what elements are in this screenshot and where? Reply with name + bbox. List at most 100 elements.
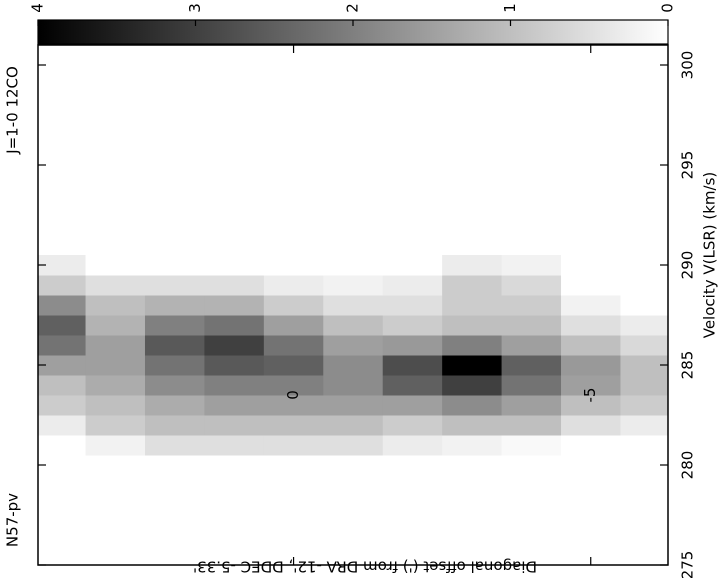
heatmap-cell bbox=[501, 315, 562, 336]
heatmap-cell bbox=[561, 275, 621, 296]
colorbar-tick-label: 4 bbox=[29, 3, 47, 13]
heatmap-cell bbox=[204, 355, 265, 376]
heatmap-cell bbox=[38, 255, 87, 276]
heatmap-cell bbox=[323, 395, 384, 416]
heatmap-cell bbox=[501, 375, 562, 396]
heatmap bbox=[38, 255, 668, 456]
heatmap-cell bbox=[382, 315, 443, 336]
heatmap-cell bbox=[263, 335, 324, 356]
heatmap-cell bbox=[204, 315, 265, 336]
y-tick-label: 285 bbox=[679, 351, 697, 380]
heatmap-cell bbox=[501, 395, 562, 416]
heatmap-cell bbox=[263, 255, 324, 276]
heatmap-cell bbox=[85, 275, 146, 296]
heatmap-cell bbox=[144, 375, 205, 396]
heatmap-cell bbox=[501, 335, 562, 356]
heatmap-cell bbox=[561, 395, 621, 416]
heatmap-cell bbox=[382, 395, 443, 416]
heatmap-cell bbox=[263, 375, 324, 396]
y-tick-label: 300 bbox=[679, 51, 697, 80]
heatmap-cell bbox=[144, 335, 205, 356]
heatmap-cell bbox=[204, 295, 265, 316]
heatmap-cell bbox=[263, 295, 324, 316]
plot-frame bbox=[37, 44, 669, 566]
heatmap-cell bbox=[382, 255, 443, 276]
heatmap-cell bbox=[442, 395, 503, 416]
colorbar-tick-label: 1 bbox=[501, 3, 519, 13]
heatmap-cell bbox=[263, 435, 324, 456]
heatmap-cell bbox=[620, 395, 668, 416]
y-tick-label: 275 bbox=[679, 551, 697, 578]
y-tick-label: 290 bbox=[679, 251, 697, 280]
heatmap-cell bbox=[561, 355, 621, 376]
heatmap-cell bbox=[561, 295, 621, 316]
heatmap-cell bbox=[620, 375, 668, 396]
y-tick-label: 280 bbox=[679, 451, 697, 480]
heatmap-cell bbox=[204, 275, 265, 296]
heatmap-cell bbox=[144, 275, 205, 296]
x-tick-label: 0 bbox=[284, 390, 302, 400]
colorbar-tick-label: 2 bbox=[344, 3, 362, 13]
heatmap-cell bbox=[501, 275, 562, 296]
heatmap-cell bbox=[144, 295, 205, 316]
heatmap-cell bbox=[442, 355, 503, 376]
heatmap-cell bbox=[263, 395, 324, 416]
colorbar-tick-label: 3 bbox=[186, 3, 204, 13]
heatmap-cell bbox=[263, 315, 324, 336]
heatmap-cell bbox=[620, 295, 668, 316]
heatmap-cell bbox=[85, 415, 146, 436]
heatmap-cell bbox=[38, 355, 87, 376]
heatmap-cell bbox=[323, 375, 384, 396]
heatmap-cell bbox=[442, 275, 503, 296]
heatmap-cell bbox=[323, 255, 384, 276]
heatmap-cell bbox=[38, 415, 87, 436]
heatmap-cell bbox=[323, 275, 384, 296]
heatmap-cell bbox=[38, 435, 87, 456]
heatmap-cell bbox=[561, 335, 621, 356]
heatmap-cell bbox=[204, 375, 265, 396]
heatmap-cell bbox=[561, 415, 621, 436]
heatmap-cell bbox=[85, 315, 146, 336]
heatmap-cell bbox=[620, 275, 668, 296]
heatmap-cell bbox=[620, 315, 668, 336]
heatmap-cell bbox=[323, 295, 384, 316]
heatmap-cell bbox=[442, 295, 503, 316]
heatmap-cell bbox=[620, 335, 668, 356]
heatmap-cell bbox=[323, 415, 384, 436]
heatmap-cell bbox=[144, 415, 205, 436]
heatmap-cell bbox=[38, 395, 87, 416]
heatmap-cell bbox=[144, 355, 205, 376]
heatmap-cell bbox=[263, 275, 324, 296]
heatmap-cell bbox=[323, 335, 384, 356]
heatmap-cell bbox=[382, 415, 443, 436]
heatmap-cell bbox=[85, 355, 146, 376]
heatmap-cell bbox=[442, 255, 503, 276]
heatmap-cell bbox=[561, 435, 621, 456]
heatmap-cell bbox=[442, 415, 503, 436]
heatmap-cell bbox=[204, 435, 265, 456]
x-tick-label: -5 bbox=[581, 388, 599, 403]
heatmap-cell bbox=[38, 375, 87, 396]
y-axis-label: Velocity V(LSR) (km/s) bbox=[701, 172, 719, 339]
heatmap-cell bbox=[204, 395, 265, 416]
x-axis-label: Diagonal offset (') from DRA -12', DDEC … bbox=[193, 558, 537, 576]
heatmap-cell bbox=[620, 415, 668, 436]
heatmap-cell bbox=[561, 255, 621, 276]
heatmap-cell bbox=[382, 295, 443, 316]
heatmap-cell bbox=[85, 295, 146, 316]
heatmap-cell bbox=[204, 415, 265, 436]
colorbar-tick-label: 0 bbox=[659, 3, 677, 13]
chart-title: N57-pv bbox=[4, 493, 22, 547]
heatmap-cell bbox=[263, 355, 324, 376]
heatmap-cell bbox=[382, 355, 443, 376]
heatmap-cell bbox=[442, 375, 503, 396]
heatmap-cell bbox=[620, 435, 668, 456]
heatmap-cell bbox=[85, 435, 146, 456]
heatmap-cell bbox=[204, 255, 265, 276]
heatmap-cell bbox=[85, 255, 146, 276]
heatmap-cell bbox=[382, 335, 443, 356]
heatmap-cell bbox=[501, 255, 562, 276]
heatmap-cell bbox=[323, 315, 384, 336]
heatmap-cell bbox=[38, 275, 87, 296]
